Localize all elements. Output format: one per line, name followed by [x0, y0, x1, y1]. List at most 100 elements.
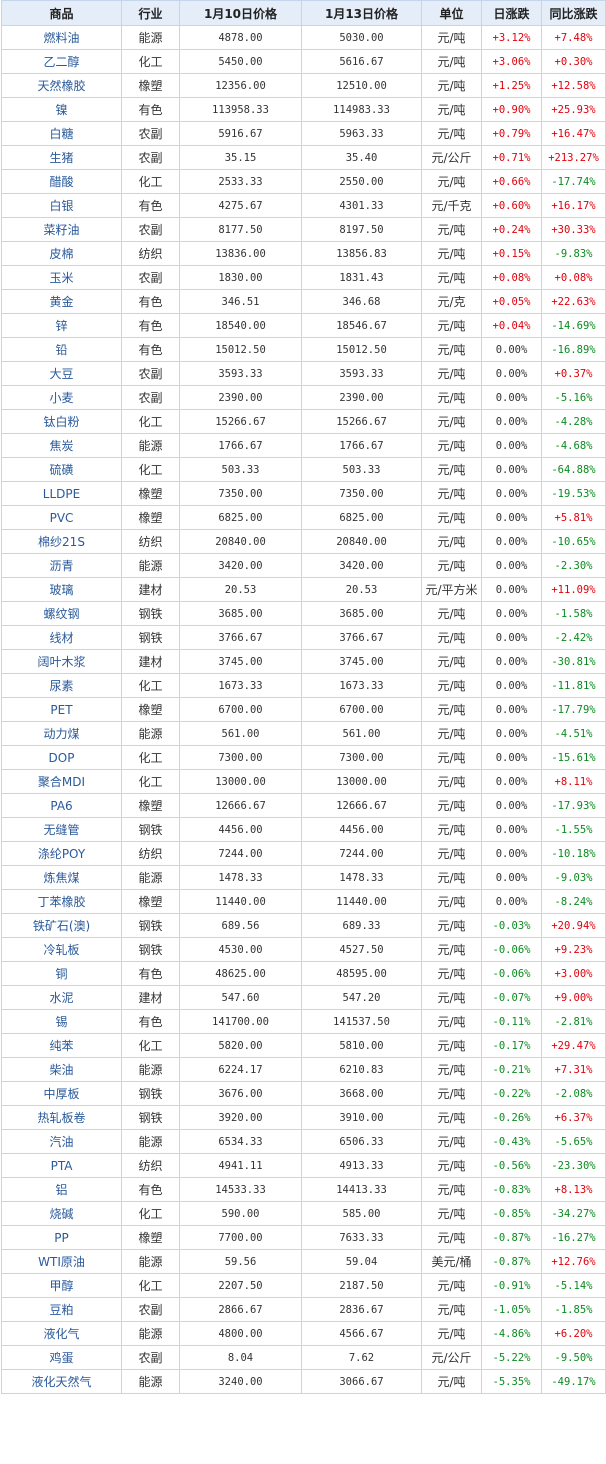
commodity-name[interactable]: PTA: [1, 1153, 122, 1178]
price-jan13-cell: 14413.33: [301, 1177, 422, 1202]
price-jan13-cell: 4301.33: [301, 193, 422, 218]
commodity-name[interactable]: 甲醇: [1, 1273, 122, 1298]
commodity-name[interactable]: 动力煤: [1, 721, 122, 746]
unit-cell: 元/吨: [421, 841, 482, 866]
commodity-name[interactable]: 尿素: [1, 673, 122, 698]
commodity-name[interactable]: 丁苯橡胶: [1, 889, 122, 914]
yoy-change-cell: -17.93%: [541, 793, 606, 818]
price-jan10-cell: 7300.00: [179, 745, 302, 770]
commodity-name[interactable]: 铝: [1, 1177, 122, 1202]
commodity-name[interactable]: 铁矿石(澳): [1, 913, 122, 938]
sector-cell: 有色: [121, 313, 180, 338]
daily-change-cell: 0.00%: [481, 745, 542, 770]
yoy-change-cell: +25.93%: [541, 97, 606, 122]
commodity-name[interactable]: 焦炭: [1, 433, 122, 458]
commodity-name[interactable]: 铜: [1, 961, 122, 986]
commodity-name[interactable]: 豆粕: [1, 1297, 122, 1322]
commodity-name[interactable]: 纯苯: [1, 1033, 122, 1058]
commodity-name[interactable]: 液化气: [1, 1321, 122, 1346]
price-jan13-cell: 59.04: [301, 1249, 422, 1274]
commodity-name[interactable]: DOP: [1, 745, 122, 770]
commodity-name[interactable]: 无缝管: [1, 817, 122, 842]
commodity-name[interactable]: 大豆: [1, 361, 122, 386]
unit-cell: 元/吨: [421, 985, 482, 1010]
commodity-name[interactable]: 玻璃: [1, 577, 122, 602]
commodity-name[interactable]: 白银: [1, 193, 122, 218]
commodity-name[interactable]: 小麦: [1, 385, 122, 410]
commodity-name[interactable]: PA6: [1, 793, 122, 818]
commodity-name[interactable]: 棉纱21S: [1, 529, 122, 554]
commodity-name[interactable]: PET: [1, 697, 122, 722]
table-row: PVC 橡塑 6825.00 6825.00 元/吨 0.00% +5.81%: [1, 505, 606, 530]
commodity-name[interactable]: 镍: [1, 97, 122, 122]
commodity-name[interactable]: PP: [1, 1225, 122, 1250]
commodity-name[interactable]: 锌: [1, 313, 122, 338]
commodity-name[interactable]: 冷轧板: [1, 937, 122, 962]
table-row: 小麦 农副 2390.00 2390.00 元/吨 0.00% -5.16%: [1, 385, 606, 410]
sector-cell: 橡塑: [121, 481, 180, 506]
sector-cell: 有色: [121, 289, 180, 314]
commodity-name[interactable]: 鸡蛋: [1, 1345, 122, 1370]
sector-cell: 钢铁: [121, 625, 180, 650]
commodity-name[interactable]: 黄金: [1, 289, 122, 314]
yoy-change-cell: -14.69%: [541, 313, 606, 338]
daily-change-cell: +0.66%: [481, 169, 542, 194]
commodity-name[interactable]: 玉米: [1, 265, 122, 290]
commodity-name[interactable]: 阔叶木浆: [1, 649, 122, 674]
commodity-name[interactable]: 白糖: [1, 121, 122, 146]
commodity-name[interactable]: 硫磺: [1, 457, 122, 482]
header-commodity: 商品: [1, 0, 122, 26]
commodity-name[interactable]: 水泥: [1, 985, 122, 1010]
commodity-name[interactable]: 锡: [1, 1009, 122, 1034]
commodity-name[interactable]: 沥青: [1, 553, 122, 578]
price-jan13-cell: 7300.00: [301, 745, 422, 770]
commodity-price-table: 商品 行业 1月10日价格 1月13日价格 单位 日涨跌 同比涨跌 燃料油能源 4…: [1, 0, 606, 1394]
commodity-name[interactable]: PVC: [1, 505, 122, 530]
sector-cell: 化工: [121, 769, 180, 794]
commodity-name[interactable]: 聚合MDI: [1, 769, 122, 794]
commodity-name[interactable]: 液化天然气: [1, 1369, 122, 1394]
commodity-name[interactable]: 燃料油: [1, 25, 122, 50]
commodity-name[interactable]: 涤纶POY: [1, 841, 122, 866]
commodity-name[interactable]: 钛白粉: [1, 409, 122, 434]
commodity-name[interactable]: LLDPE: [1, 481, 122, 506]
sector-cell: 能源: [121, 1369, 180, 1394]
sector-cell: 钢铁: [121, 1081, 180, 1106]
price-jan13-cell: 6825.00: [301, 505, 422, 530]
table-header-row: 商品 行业 1月10日价格 1月13日价格 单位 日涨跌 同比涨跌: [1, 0, 606, 26]
unit-cell: 元/吨: [421, 889, 482, 914]
yoy-change-cell: +0.37%: [541, 361, 606, 386]
price-jan13-cell: 547.20: [301, 985, 422, 1010]
commodity-name[interactable]: 中厚板: [1, 1081, 122, 1106]
commodity-name[interactable]: 螺纹钢: [1, 601, 122, 626]
yoy-change-cell: -2.08%: [541, 1081, 606, 1106]
commodity-name[interactable]: 烧碱: [1, 1201, 122, 1226]
yoy-change-cell: +6.37%: [541, 1105, 606, 1130]
commodity-name[interactable]: 天然橡胶: [1, 73, 122, 98]
commodity-name[interactable]: 乙二醇: [1, 49, 122, 74]
commodity-name[interactable]: WTI原油: [1, 1249, 122, 1274]
table-row: 豆粕 农副 2866.67 2836.67 元/吨 -1.05% -1.85%: [1, 1297, 606, 1322]
yoy-change-cell: +8.11%: [541, 769, 606, 794]
commodity-name[interactable]: 柴油: [1, 1057, 122, 1082]
commodity-name[interactable]: 菜籽油: [1, 217, 122, 242]
table-row: 镍有色 113958.33 114983.33 元/吨 +0.90% +25.93%: [1, 97, 606, 122]
price-jan13-cell: 5030.00: [301, 25, 422, 50]
unit-cell: 元/吨: [421, 1009, 482, 1034]
commodity-name[interactable]: 汽油: [1, 1129, 122, 1154]
commodity-name[interactable]: 醋酸: [1, 169, 122, 194]
daily-change-cell: -0.83%: [481, 1177, 542, 1202]
sector-cell: 能源: [121, 1321, 180, 1346]
daily-change-cell: 0.00%: [481, 553, 542, 578]
yoy-change-cell: -9.50%: [541, 1345, 606, 1370]
commodity-name[interactable]: 线材: [1, 625, 122, 650]
table-row: 棉纱21S 纺织 20840.00 20840.00 元/吨 0.00% -10.65%: [1, 529, 606, 554]
commodity-name[interactable]: 生猪: [1, 145, 122, 170]
commodity-name[interactable]: 热轧板卷: [1, 1105, 122, 1130]
commodity-name[interactable]: 铅: [1, 337, 122, 362]
yoy-change-cell: +16.17%: [541, 193, 606, 218]
commodity-name[interactable]: 皮棉: [1, 241, 122, 266]
yoy-change-cell: +3.00%: [541, 961, 606, 986]
commodity-name[interactable]: 炼焦煤: [1, 865, 122, 890]
table-row: 皮棉 纺织 13836.00 13856.83 元/吨 +0.15% -9.83%: [1, 241, 606, 266]
